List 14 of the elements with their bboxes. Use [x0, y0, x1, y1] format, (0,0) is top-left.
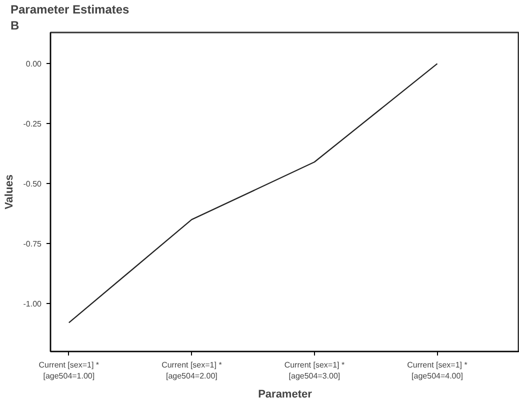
y-tick-label: -0.25: [23, 120, 42, 129]
line-series: [68, 63, 438, 324]
x-tick-label: Current [sex=1] * [age504=2.00]: [162, 360, 222, 380]
y-tick-label: 0.00: [26, 60, 42, 69]
y-tick-label: -0.50: [23, 180, 42, 189]
chart-title: Parameter Estimates: [10, 2, 130, 16]
y-axis-title: Values: [3, 174, 16, 210]
x-axis-title: Parameter: [258, 388, 313, 400]
chart-subtitle: B: [10, 18, 20, 32]
y-tick-label: -1.00: [23, 300, 42, 309]
x-tick-label: Current [sex=1] * [age504=4.00]: [407, 360, 468, 380]
y-tick-label: -0.75: [23, 240, 42, 249]
x-tick-label: Current [sex=1] * [age504=1.00]: [38, 360, 100, 380]
x-tick-label: Current [sex=1] * [age504=3.00]: [284, 360, 345, 380]
